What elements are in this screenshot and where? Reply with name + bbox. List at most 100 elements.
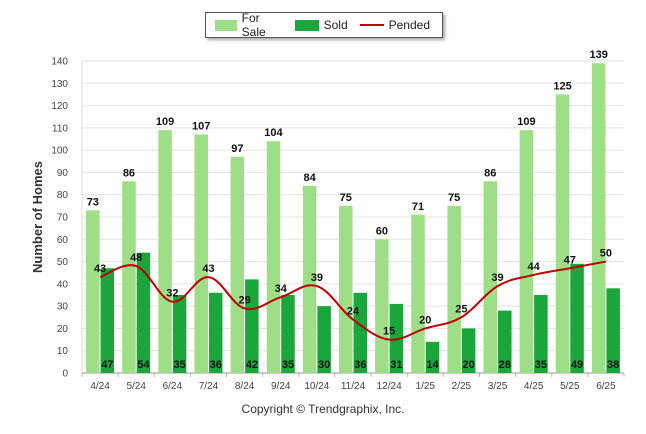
data-label-sold: 35 [173, 359, 185, 371]
pended-line [99, 260, 607, 341]
copyright-text: Copyright © Trendgraphix, Inc. [241, 402, 405, 416]
data-label-sold: 36 [354, 359, 366, 371]
x-tick-label: 1/25 [416, 381, 436, 392]
data-label-sold: 49 [571, 359, 583, 371]
legend-label-pended: Pended [388, 18, 430, 32]
data-label-for-sale: 84 [303, 172, 316, 184]
data-label-sold: 54 [137, 359, 150, 371]
data-label-sold: 47 [101, 359, 113, 371]
bar-for-sale [86, 210, 100, 373]
bar-for-sale [483, 181, 498, 373]
x-tick-label: 6/24 [163, 381, 183, 392]
bar-sold [498, 310, 512, 373]
y-tick-label: 30 [57, 302, 69, 313]
bar-sold [534, 295, 548, 373]
x-tick-label: 4/25 [524, 381, 544, 392]
data-label-pended: 15 [383, 326, 395, 338]
x-tick-label: 7/24 [199, 381, 219, 392]
bar-for-sale [447, 205, 461, 373]
bar-sold [425, 341, 440, 373]
bar-sold [245, 279, 259, 373]
data-label-pended: 44 [528, 261, 541, 273]
bar-for-sale [375, 239, 389, 373]
bar-for-sale [158, 130, 172, 373]
legend-label-for-sale: For Sale [241, 11, 266, 39]
data-label-for-sale: 71 [412, 201, 424, 213]
bar-for-sale [266, 141, 281, 373]
legend-label-sold: Sold [323, 18, 348, 32]
y-tick-label: 40 [57, 279, 69, 290]
y-tick-label: 80 [57, 190, 69, 201]
data-label-pended: 50 [600, 248, 612, 260]
y-tick-label: 70 [57, 213, 69, 224]
bar-for-sale [339, 205, 353, 373]
data-label-pended: 20 [419, 314, 431, 326]
bar-sold [317, 306, 331, 373]
bar-for-sale [591, 63, 606, 373]
data-label-pended: 48 [130, 252, 142, 264]
x-tick-label: 3/25 [488, 381, 508, 392]
y-axis-title: Number of Homes [30, 161, 45, 273]
bar-sold [136, 252, 151, 373]
data-label-for-sale: 109 [517, 116, 535, 128]
y-tick-label: 130 [51, 79, 68, 90]
data-label-sold: 30 [318, 359, 330, 371]
legend-item-sold: Sold [294, 18, 348, 32]
data-label-for-sale: 97 [231, 143, 243, 155]
data-label-pended: 25 [455, 303, 467, 315]
data-label-sold: 20 [463, 359, 475, 371]
data-label-for-sale: 139 [590, 49, 608, 61]
data-label-sold: 35 [535, 359, 547, 371]
data-label-pended: 34 [275, 283, 288, 295]
legend-swatch-pended [359, 24, 384, 26]
data-label-for-sale: 109 [156, 116, 174, 128]
data-label-pended: 32 [166, 288, 178, 300]
data-label-for-sale: 86 [123, 167, 135, 179]
bar-sold [606, 288, 620, 373]
data-label-sold: 42 [246, 359, 258, 371]
x-tick-label: 9/24 [271, 381, 291, 392]
y-tick-label: 90 [57, 168, 69, 179]
data-label-for-sale: 104 [264, 127, 283, 139]
data-label-pended: 43 [202, 263, 214, 275]
data-label-sold: 31 [390, 359, 402, 371]
x-tick-label: 6/25 [596, 381, 616, 392]
y-tick-label: 60 [57, 235, 69, 246]
bar-for-sale [194, 134, 208, 373]
bar-sold [281, 295, 295, 373]
bar-for-sale [302, 185, 317, 373]
bar-for-sale [122, 181, 136, 373]
x-tick-label: 4/24 [90, 381, 110, 392]
y-tick-label: 50 [57, 257, 69, 268]
bar-sold [353, 292, 367, 373]
y-tick-label: 110 [52, 123, 68, 134]
data-label-pended: 29 [238, 294, 250, 306]
x-tick-label: 5/25 [560, 381, 580, 392]
bar-sold [461, 328, 476, 373]
bar-sold [172, 295, 187, 373]
data-label-for-sale: 75 [448, 192, 460, 204]
y-tick-label: 0 [62, 369, 68, 380]
data-label-sold: 38 [607, 359, 619, 371]
data-label-sold: 28 [499, 359, 511, 371]
bar-for-sale [555, 94, 570, 373]
data-label-sold: 36 [210, 359, 222, 371]
x-tick-label: 11/24 [341, 381, 366, 392]
chart-legend: For Sale Sold Pended [205, 11, 443, 39]
x-tick-label: 8/24 [235, 381, 255, 392]
legend-item-pended: Pended [359, 18, 430, 32]
bar-for-sale [519, 130, 534, 373]
data-label-sold: 14 [426, 359, 439, 371]
legend-swatch-for-sale [215, 19, 237, 31]
legend-item-for-sale: For Sale [215, 11, 283, 39]
data-label-pended: 39 [491, 272, 503, 284]
data-label-for-sale: 125 [553, 80, 571, 92]
legend-swatch-sold [294, 19, 319, 31]
x-tick-label: 5/24 [126, 381, 146, 392]
data-label-sold: 35 [282, 359, 294, 371]
data-label-pended: 47 [564, 254, 576, 266]
data-label-for-sale: 75 [340, 192, 352, 204]
y-tick-label: 100 [51, 146, 68, 157]
bar-sold [570, 263, 584, 373]
